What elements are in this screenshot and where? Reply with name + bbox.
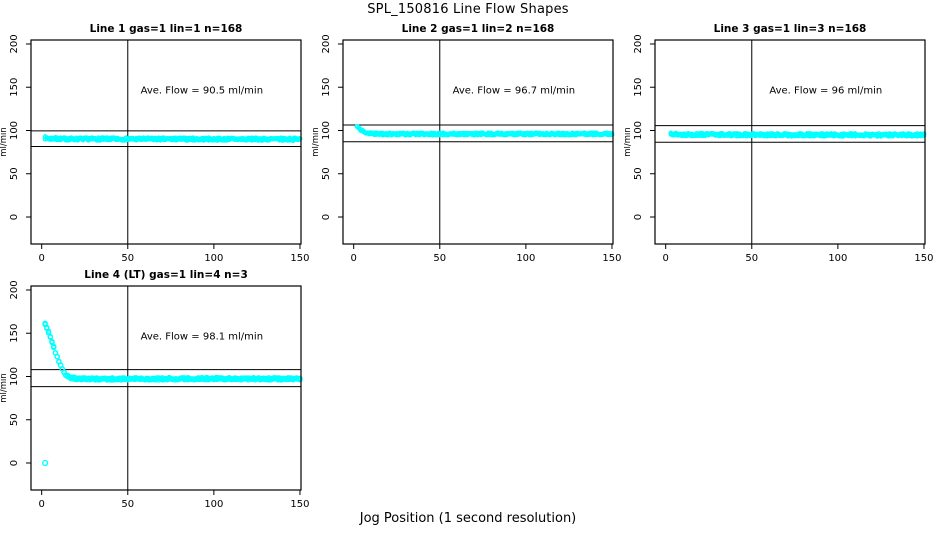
y-axis-label: ml/min	[0, 127, 9, 157]
y-tick-label: 0	[321, 214, 332, 220]
data-points	[668, 130, 927, 139]
data-point	[54, 353, 60, 360]
y-tick-label: 150	[633, 78, 644, 97]
data-points	[354, 123, 615, 138]
outlier-point	[42, 459, 49, 467]
ave-flow-annotation: Ave. Flow = 96.7 ml/min	[453, 85, 575, 96]
y-tick-label: 50	[9, 167, 20, 180]
ave-flow-annotation: Ave. Flow = 90.5 ml/min	[141, 85, 263, 96]
data-point	[609, 132, 615, 137]
figure-title: SPL_150816 Line Flow Shapes	[367, 2, 569, 17]
panel-line-1: Line 1 gas=1 lin=1 n=168 0 50 100 150 0 50 100 1…	[0, 18, 312, 266]
panel-title: Line 4 (LT) gas=1 lin=4 n=3	[84, 269, 248, 281]
ave-flow-annotation: Ave. Flow = 98.1 ml/min	[141, 331, 263, 342]
data-point	[45, 328, 52, 335]
panel-title: Line 3 gas=1 lin=3 n=168	[714, 23, 867, 35]
ave-flow-annotation: Ave. Flow = 96 ml/min	[769, 85, 882, 96]
x-axis-label: Jog Position (1 second resolution)	[359, 511, 577, 526]
x-tick-label: 50	[121, 499, 134, 510]
y-tick-label: 0	[633, 214, 644, 220]
y-tick-label: 0	[9, 460, 20, 466]
plot-box	[654, 39, 926, 245]
x-tick-label: 150	[914, 253, 933, 264]
data-points	[42, 320, 303, 467]
x-tick-label: 50	[745, 253, 758, 264]
plot-box	[30, 285, 302, 491]
y-axis-label: ml/min	[312, 127, 321, 157]
x-tick-label: 50	[121, 253, 134, 264]
x-tick-label: 100	[828, 253, 847, 264]
panel-line-2: Line 2 gas=1 lin=2 n=168 0 50 100 150 0 50 100 1…	[312, 18, 624, 266]
y-tick-label: 50	[633, 167, 644, 180]
y-tick-label: 50	[9, 413, 20, 426]
panel-line-3-chart: Line 3 gas=1 lin=3 n=168 0 50 100 150 0 50 100 1…	[624, 23, 934, 264]
y-tick-label: 200	[9, 280, 20, 299]
y-tick-label: 200	[321, 34, 332, 53]
x-tick-label: 0	[38, 253, 44, 264]
x-tick-label: 100	[204, 253, 223, 264]
y-tick-label: 100	[9, 121, 20, 140]
y-tick-label: 100	[9, 367, 20, 386]
x-tick-label: 0	[350, 253, 356, 264]
x-tick-label: 150	[602, 253, 621, 264]
y-tick-label: 0	[9, 214, 20, 220]
y-tick-label: 200	[9, 34, 20, 53]
x-tick-label: 100	[516, 253, 535, 264]
y-tick-label: 200	[633, 34, 644, 53]
plot-box	[30, 39, 302, 245]
data-points	[42, 134, 303, 143]
x-tick-label: 150	[290, 253, 309, 264]
y-axis-label: ml/min	[624, 127, 633, 157]
panel-line-1-chart: Line 1 gas=1 lin=1 n=168 0 50 100 150 0 50 100 1…	[0, 23, 310, 264]
y-axis-label: ml/min	[0, 373, 9, 403]
x-tick-label: 100	[204, 499, 223, 510]
y-tick-label: 100	[633, 121, 644, 140]
y-tick-label: 150	[9, 324, 20, 343]
panel-line-2-chart: Line 2 gas=1 lin=2 n=168 0 50 100 150 0 50 100 1…	[312, 23, 622, 264]
panel-line-4: Line 4 (LT) gas=1 lin=4 n=3 0 50 100 150 0 50 1…	[0, 264, 312, 512]
panel-title: Line 1 gas=1 lin=1 n=168	[90, 23, 243, 35]
x-tick-label: 50	[433, 253, 446, 264]
y-tick-label: 100	[321, 121, 332, 140]
data-point	[50, 344, 57, 351]
panel-line-4-chart: Line 4 (LT) gas=1 lin=4 n=3 0 50 100 150 0 50 1…	[0, 269, 310, 510]
y-tick-label: 50	[321, 167, 332, 180]
data-point	[47, 333, 54, 340]
x-tick-label: 0	[662, 253, 668, 264]
y-tick-label: 150	[9, 78, 20, 97]
panel-line-3: Line 3 gas=1 lin=3 n=168 0 50 100 150 0 50 100 1…	[624, 18, 936, 266]
plot-box	[342, 39, 614, 245]
x-tick-label: 150	[290, 499, 309, 510]
panel-title: Line 2 gas=1 lin=2 n=168	[402, 23, 555, 35]
data-point	[49, 338, 55, 345]
data-point	[297, 375, 303, 382]
x-tick-label: 0	[38, 499, 44, 510]
data-point	[297, 136, 303, 141]
y-tick-label: 150	[321, 78, 332, 97]
data-point	[921, 131, 927, 137]
